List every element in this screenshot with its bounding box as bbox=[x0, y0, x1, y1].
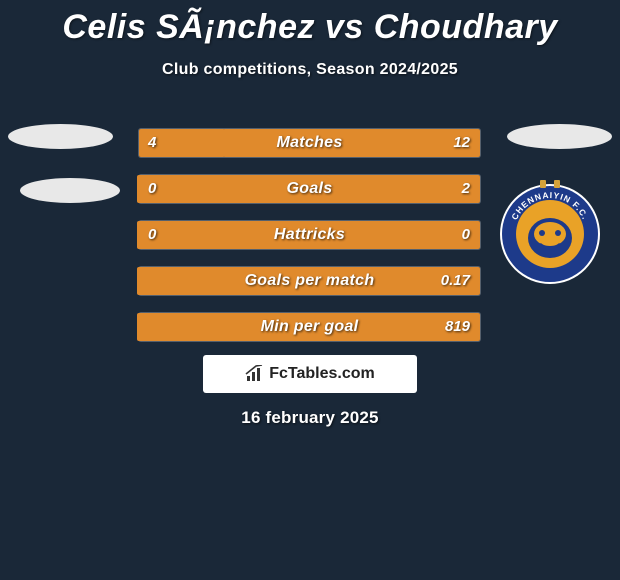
stat-value-left: 0 bbox=[148, 220, 156, 250]
page-title: Celis SÃ¡nchez vs Choudhary bbox=[0, 0, 620, 47]
stat-label: Matches bbox=[138, 128, 481, 158]
stat-label: Goals per match bbox=[138, 266, 481, 296]
stats-list: Matches412Goals02Hattricks00Goals per ma… bbox=[0, 120, 620, 350]
stat-value-right: 0.17 bbox=[441, 266, 470, 296]
logo-text: FcTables.com bbox=[269, 365, 375, 383]
stat-label: Hattricks bbox=[138, 220, 481, 250]
stat-value-right: 12 bbox=[453, 128, 470, 158]
stat-row: Goals per match0.17 bbox=[0, 258, 620, 304]
stat-value-right: 0 bbox=[462, 220, 470, 250]
chart-icon bbox=[245, 365, 265, 383]
stat-value-left: 4 bbox=[148, 128, 156, 158]
stat-value-left: 0 bbox=[148, 174, 156, 204]
page-subtitle: Club competitions, Season 2024/2025 bbox=[0, 61, 620, 79]
fctables-logo: FcTables.com bbox=[203, 355, 417, 393]
stat-label: Goals bbox=[138, 174, 481, 204]
stat-value-right: 819 bbox=[445, 312, 470, 342]
stat-value-right: 2 bbox=[462, 174, 470, 204]
content: Celis SÃ¡nchez vs Choudhary Club competi… bbox=[0, 0, 620, 580]
stat-label: Min per goal bbox=[138, 312, 481, 342]
stat-row: Hattricks0 0 bbox=[0, 212, 620, 258]
stat-row: Matches4 12 bbox=[0, 120, 620, 166]
stat-row: Min per goal819 bbox=[0, 304, 620, 350]
date-text: 16 february 2025 bbox=[0, 408, 620, 428]
stat-row: Goals0 2 bbox=[0, 166, 620, 212]
